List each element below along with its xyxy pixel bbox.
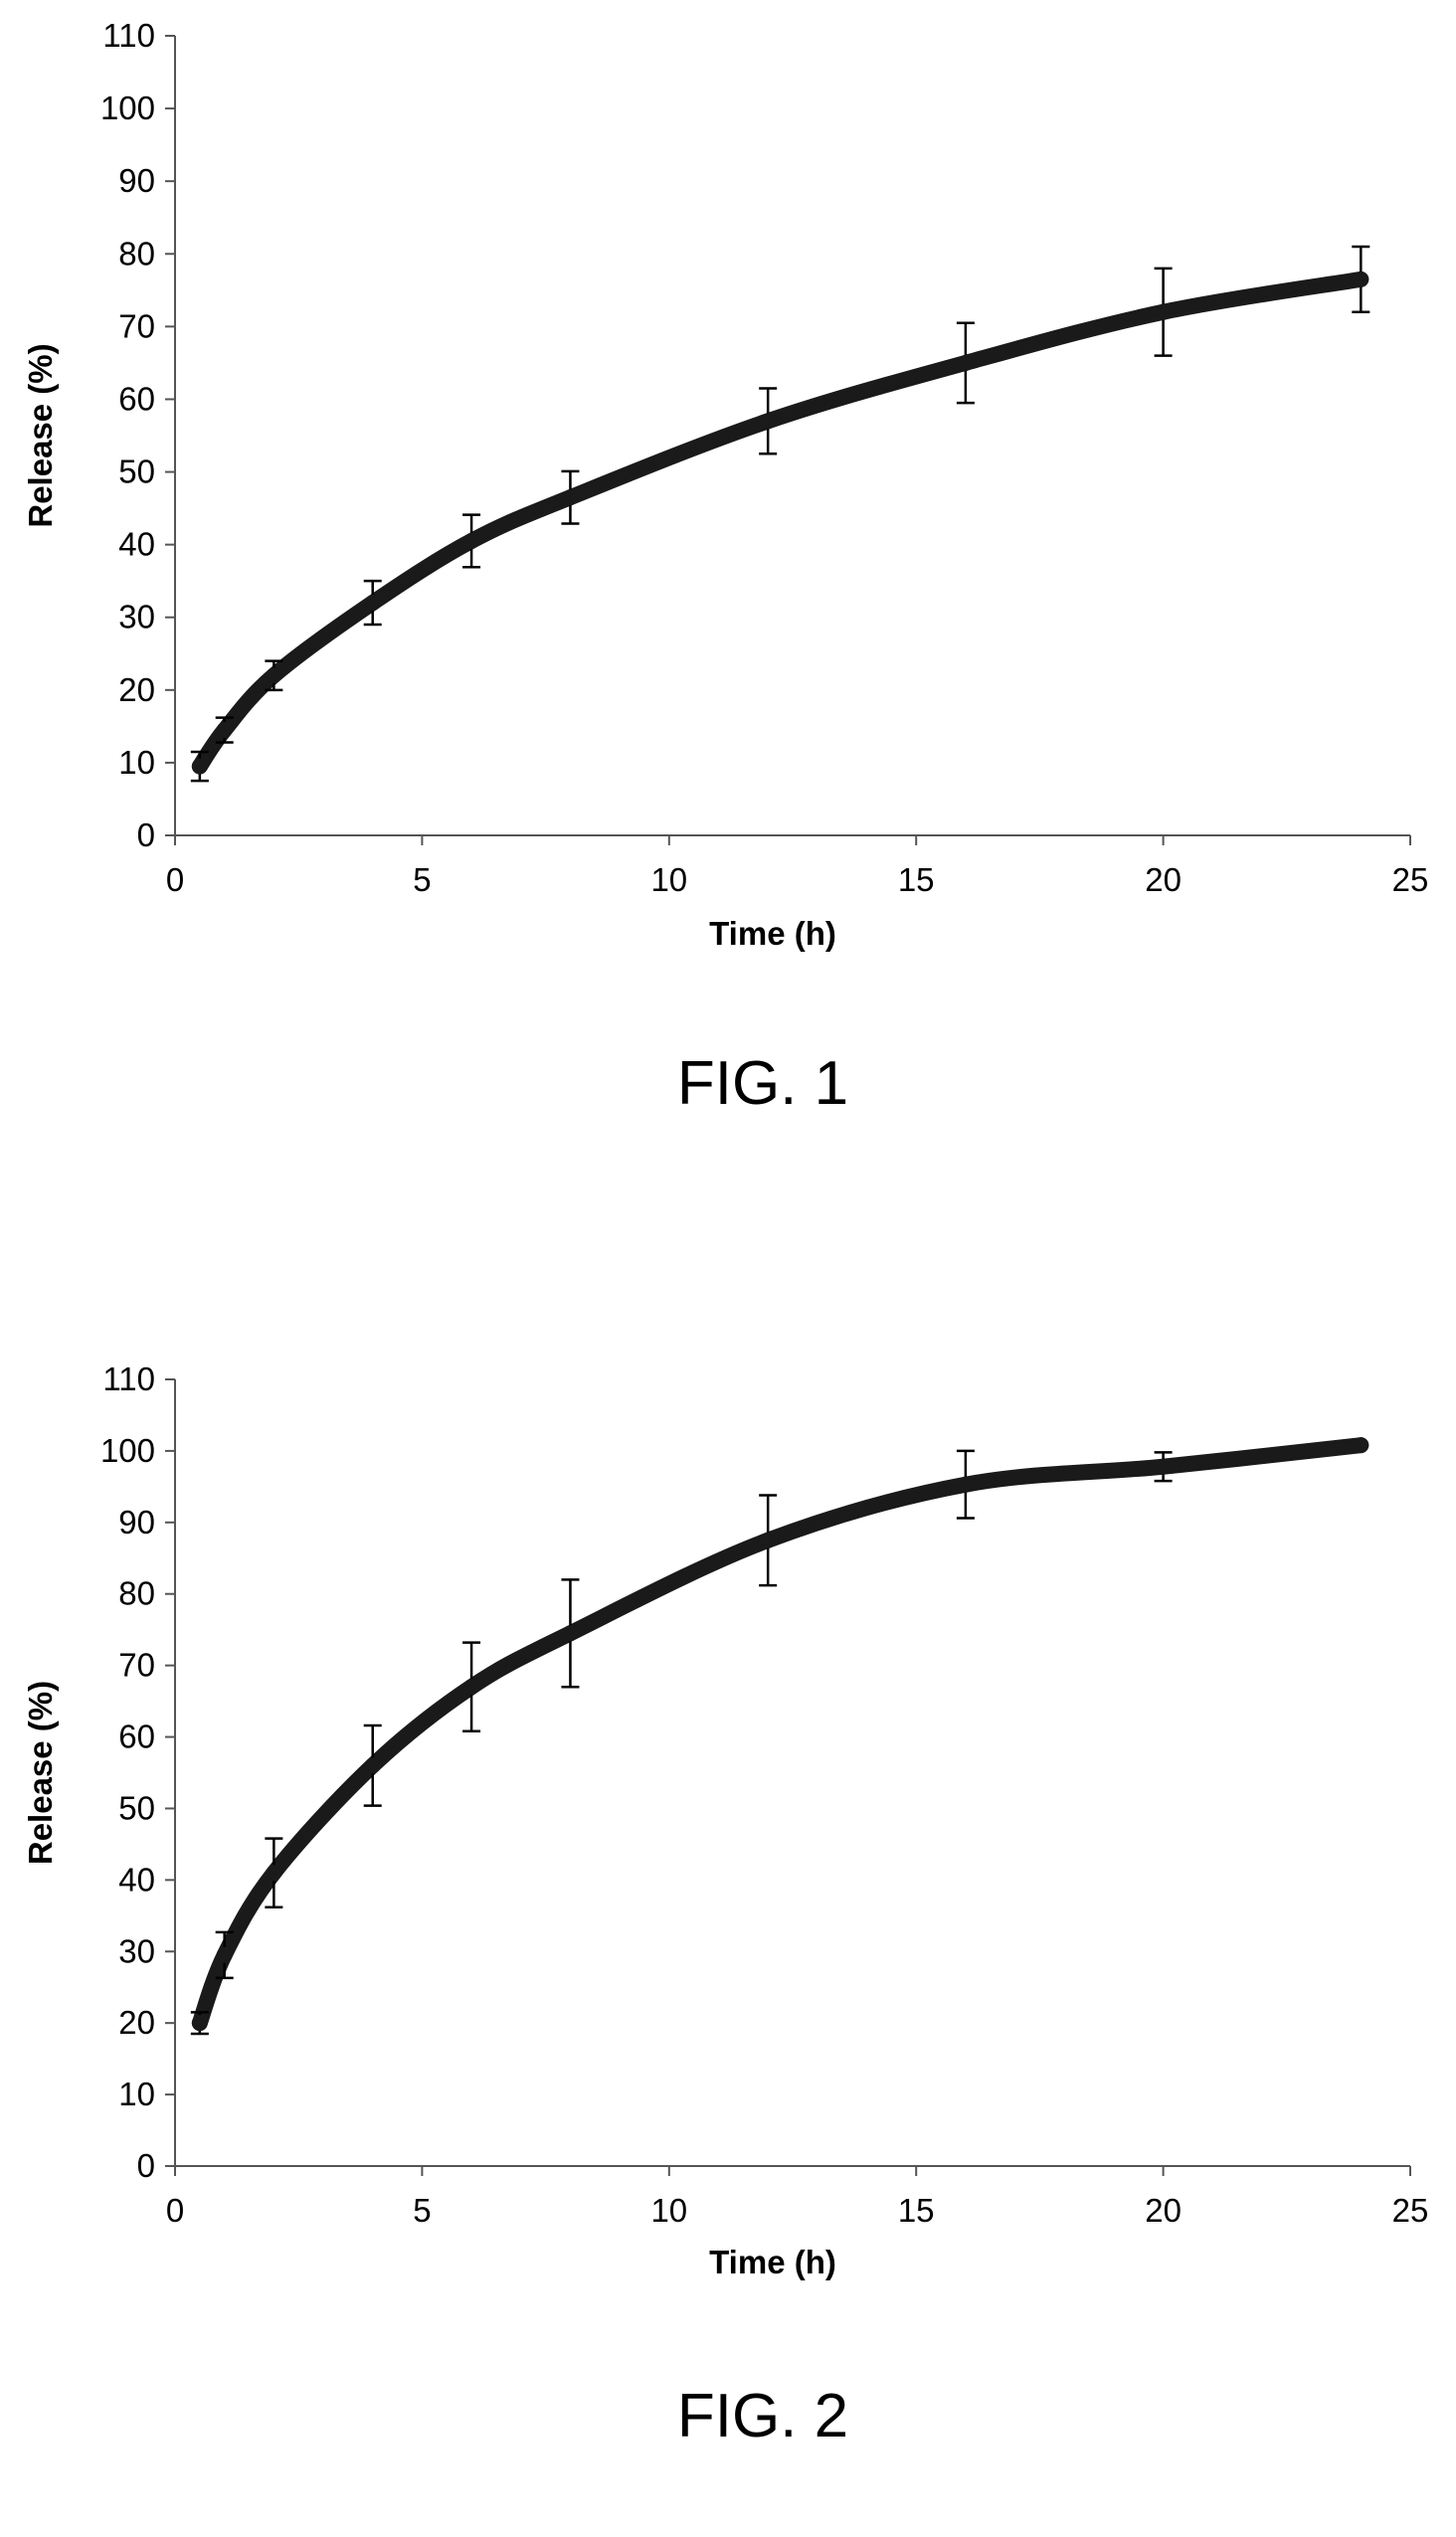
x-tick-label: 10 bbox=[650, 861, 687, 898]
y-tick-label: 80 bbox=[118, 1575, 155, 1612]
data-point bbox=[1353, 271, 1369, 287]
y-tick-label: 90 bbox=[118, 162, 155, 199]
y-tick-label: 90 bbox=[118, 1504, 155, 1540]
y-tick-label: 60 bbox=[118, 380, 155, 417]
chart-1: 0 10 20 30 40 50 60 70 80 90 100 110 0 5 10 15 20 25 Time … bbox=[22, 17, 1428, 1118]
y-tick-label: 20 bbox=[118, 671, 155, 708]
data-point bbox=[562, 489, 579, 506]
y-tick-label: 100 bbox=[100, 1432, 155, 1469]
y-tick-label: 50 bbox=[118, 1789, 155, 1826]
data-point bbox=[760, 1532, 777, 1548]
data-point bbox=[957, 354, 974, 371]
x-tick-label: 15 bbox=[898, 861, 935, 898]
data-point bbox=[957, 1476, 974, 1493]
y-tick-label: 40 bbox=[118, 1861, 155, 1898]
data-point bbox=[216, 722, 233, 739]
x-tick-label: 10 bbox=[650, 2192, 687, 2229]
x-tick-label: 25 bbox=[1392, 2192, 1429, 2229]
x-tick-label: 15 bbox=[898, 2192, 935, 2229]
y-tick-label: 10 bbox=[118, 2076, 155, 2112]
x-tick-label: 0 bbox=[166, 861, 184, 898]
x-axis-title: Time (h) bbox=[709, 2244, 836, 2280]
y-tick-label: 50 bbox=[118, 453, 155, 490]
data-point bbox=[364, 595, 381, 612]
y-tick-label: 100 bbox=[100, 90, 155, 126]
data-point bbox=[364, 1757, 381, 1774]
data-point bbox=[191, 2015, 208, 2032]
data-point bbox=[1155, 303, 1172, 320]
y-tick-label: 70 bbox=[118, 1647, 155, 1684]
chart-2: 0 10 20 30 40 50 60 70 80 90 100 110 0 5 10 15 20 25 Time … bbox=[22, 1360, 1428, 2450]
y-tick-label: 10 bbox=[118, 744, 155, 781]
data-point bbox=[216, 1946, 233, 1963]
figure-caption: FIG. 1 bbox=[677, 1049, 848, 1118]
data-point bbox=[562, 1625, 579, 1642]
data-point bbox=[191, 758, 208, 775]
y-tick-label: 80 bbox=[118, 235, 155, 272]
series-line bbox=[191, 271, 1369, 775]
y-tick-label: 0 bbox=[137, 816, 155, 853]
data-point bbox=[266, 667, 282, 684]
figure-caption: FIG. 2 bbox=[677, 2382, 848, 2450]
y-axis-title: Release (%) bbox=[22, 343, 59, 527]
y-tick-label: 30 bbox=[118, 599, 155, 635]
y-tick-label: 40 bbox=[118, 526, 155, 563]
y-tick-label: 20 bbox=[118, 2004, 155, 2041]
data-point bbox=[266, 1865, 282, 1882]
y-axis-title: Release (%) bbox=[22, 1681, 59, 1865]
x-tick-label: 5 bbox=[413, 861, 431, 898]
x-tick-label: 25 bbox=[1392, 861, 1429, 898]
y-tick-label: 60 bbox=[118, 1719, 155, 1755]
data-point bbox=[1155, 1458, 1172, 1475]
y-tick-label: 110 bbox=[102, 1360, 155, 1397]
x-tick-label: 20 bbox=[1145, 2192, 1182, 2229]
x-axis-title: Time (h) bbox=[709, 915, 836, 952]
y-tick-label: 110 bbox=[102, 17, 155, 54]
data-point bbox=[463, 1679, 480, 1696]
y-tick-label: 0 bbox=[137, 2147, 155, 2184]
y-tick-label: 30 bbox=[118, 1932, 155, 1969]
data-point bbox=[760, 413, 777, 430]
x-tick-label: 20 bbox=[1145, 861, 1182, 898]
data-point bbox=[463, 532, 480, 549]
y-tick-label: 70 bbox=[118, 307, 155, 344]
x-tick-label: 0 bbox=[166, 2192, 184, 2229]
data-point bbox=[1353, 1437, 1369, 1454]
x-tick-label: 5 bbox=[413, 2192, 431, 2229]
